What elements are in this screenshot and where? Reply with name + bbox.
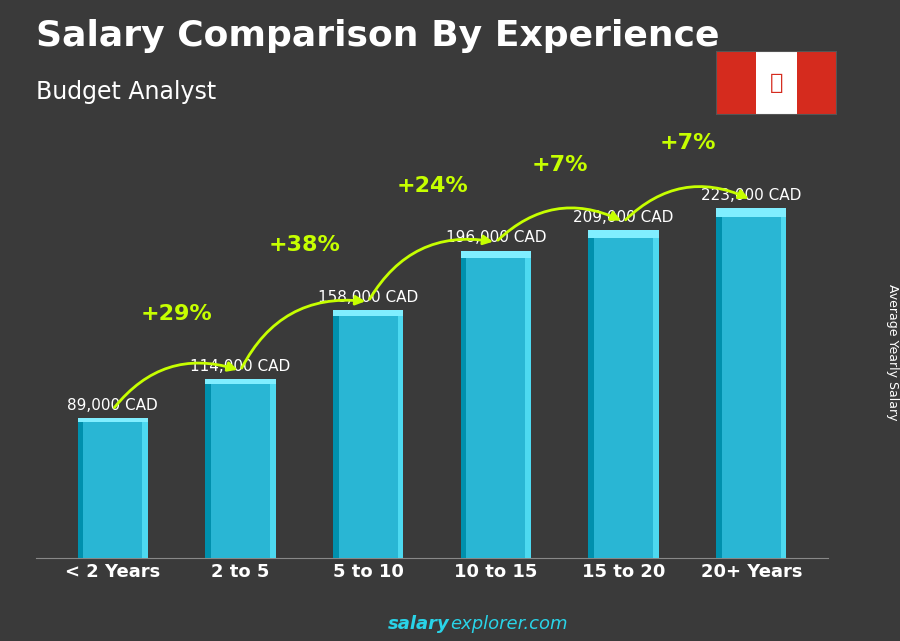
- Bar: [589, 230, 594, 558]
- Text: +7%: +7%: [532, 155, 588, 175]
- Bar: [205, 379, 275, 558]
- Bar: [796, 51, 837, 115]
- Text: 🍁: 🍁: [770, 73, 783, 94]
- Bar: [716, 208, 722, 558]
- Text: 158,000 CAD: 158,000 CAD: [318, 290, 418, 304]
- Bar: [526, 251, 531, 558]
- Text: 209,000 CAD: 209,000 CAD: [573, 210, 674, 225]
- Bar: [142, 418, 148, 558]
- Bar: [461, 251, 531, 258]
- Bar: [653, 230, 659, 558]
- Text: Average Yearly Salary: Average Yearly Salary: [886, 285, 899, 420]
- Text: Budget Analyst: Budget Analyst: [36, 80, 216, 104]
- Bar: [333, 310, 403, 558]
- Text: +24%: +24%: [396, 176, 468, 196]
- Bar: [461, 251, 531, 558]
- Bar: [461, 251, 466, 558]
- Text: 89,000 CAD: 89,000 CAD: [68, 397, 158, 413]
- Bar: [589, 230, 659, 558]
- Text: +29%: +29%: [140, 304, 212, 324]
- Bar: [333, 310, 338, 558]
- Bar: [716, 208, 787, 558]
- Bar: [716, 208, 787, 217]
- Bar: [756, 51, 796, 115]
- Text: 223,000 CAD: 223,000 CAD: [701, 188, 802, 203]
- Text: 196,000 CAD: 196,000 CAD: [446, 230, 546, 245]
- Text: Salary Comparison By Experience: Salary Comparison By Experience: [36, 19, 719, 53]
- Bar: [77, 418, 148, 422]
- Bar: [333, 310, 403, 316]
- Text: explorer.com: explorer.com: [450, 615, 568, 633]
- Bar: [589, 230, 659, 238]
- Text: +38%: +38%: [268, 235, 340, 255]
- Text: salary: salary: [388, 615, 450, 633]
- Text: 114,000 CAD: 114,000 CAD: [190, 358, 291, 374]
- Bar: [398, 310, 403, 558]
- Text: +7%: +7%: [659, 133, 716, 153]
- Bar: [781, 208, 787, 558]
- Bar: [716, 51, 756, 115]
- Bar: [77, 418, 148, 558]
- Bar: [270, 379, 275, 558]
- Bar: [77, 418, 83, 558]
- Bar: [205, 379, 211, 558]
- Bar: [205, 379, 275, 383]
